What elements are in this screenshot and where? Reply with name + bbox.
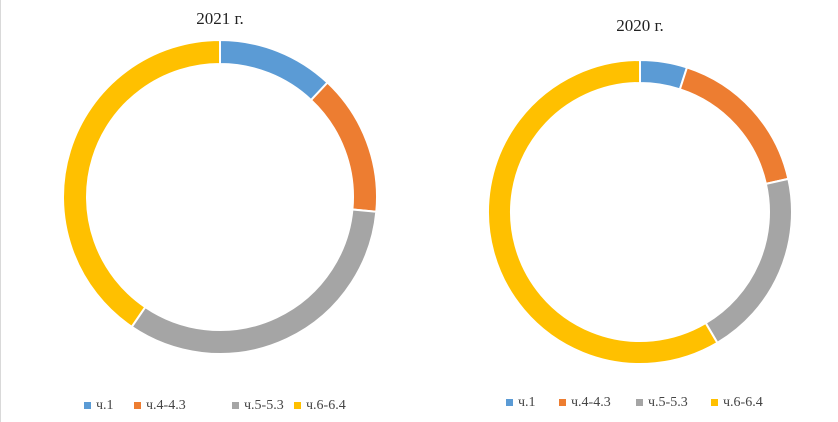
chart-title: 2021 г. xyxy=(196,9,244,28)
legend-swatch xyxy=(84,402,91,409)
legend-label: ч.5-5.3 xyxy=(244,398,284,413)
legend-label: ч.6-6.4 xyxy=(723,395,763,410)
legend-label: ч.4-4.3 xyxy=(146,398,186,413)
legend-swatch xyxy=(711,399,718,406)
legend-swatch xyxy=(506,399,513,406)
legend-label: ч.5-5.3 xyxy=(648,395,688,410)
chart-title: 2020 г. xyxy=(616,16,664,35)
legend-swatch xyxy=(232,402,239,409)
legend-label: ч.6-6.4 xyxy=(306,398,346,413)
legend-swatch xyxy=(636,399,643,406)
legend-swatch xyxy=(559,399,566,406)
donut-segment xyxy=(487,58,719,365)
legend-label: ч.1 xyxy=(518,395,536,410)
legend-label: ч.4-4.3 xyxy=(571,395,611,410)
legend-swatch xyxy=(294,402,301,409)
donut-segment xyxy=(62,38,221,329)
legend-label: ч.1 xyxy=(96,398,114,413)
legend-swatch xyxy=(134,402,141,409)
